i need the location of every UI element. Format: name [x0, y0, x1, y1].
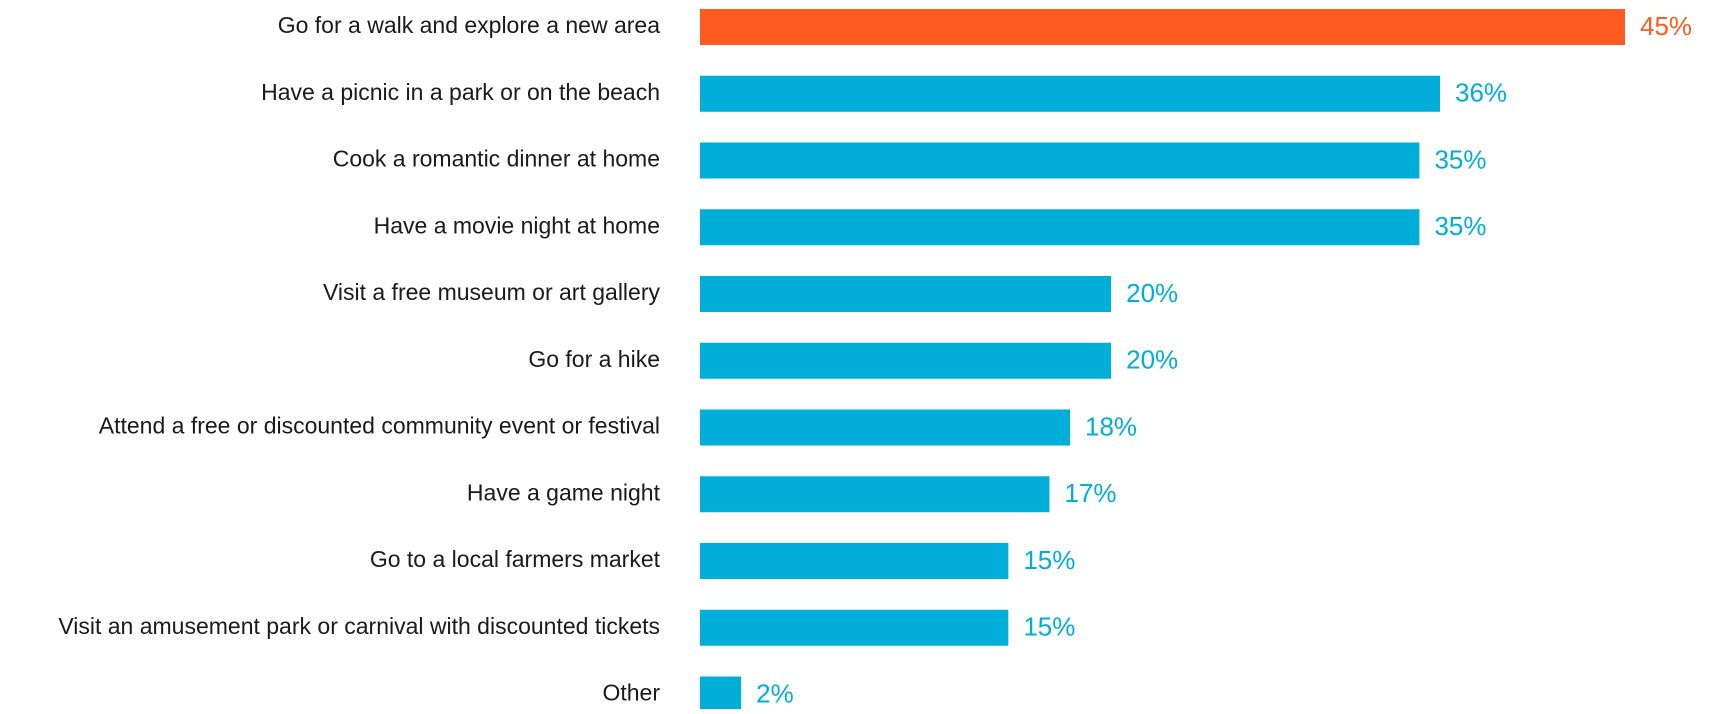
- value-label: 35%: [1434, 211, 1486, 241]
- category-label: Go for a hike: [528, 346, 660, 372]
- value-label: 18%: [1085, 411, 1137, 441]
- category-label: Visit a free museum or art gallery: [323, 279, 661, 305]
- category-label: Go to a local farmers market: [370, 546, 661, 572]
- category-label: Have a movie night at home: [374, 212, 660, 238]
- bar: [700, 609, 1009, 646]
- category-label: Attend a free or discounted community ev…: [99, 413, 660, 439]
- category-label: Other: [602, 680, 660, 706]
- bar: [700, 209, 1420, 246]
- value-label: 20%: [1126, 345, 1178, 375]
- category-label: Cook a romantic dinner at home: [333, 146, 660, 172]
- value-label: 17%: [1064, 478, 1116, 508]
- category-label: Have a picnic in a park or on the beach: [261, 79, 660, 105]
- value-label: 35%: [1434, 144, 1486, 174]
- bar: [700, 409, 1070, 446]
- bar: [700, 9, 1625, 45]
- category-label: Have a game night: [467, 479, 661, 505]
- value-label: 15%: [1023, 612, 1075, 642]
- value-label: 20%: [1126, 278, 1178, 308]
- bar: [700, 676, 742, 713]
- value-label: 36%: [1455, 78, 1507, 108]
- bar: [700, 476, 1050, 513]
- bar: [700, 342, 1112, 379]
- bar: [700, 142, 1420, 179]
- value-label: 45%: [1640, 11, 1692, 41]
- bar: [700, 75, 1440, 112]
- bar: [700, 276, 1112, 312]
- bar: [700, 543, 1009, 579]
- category-label: Visit an amusement park or carnival with…: [58, 613, 660, 639]
- value-label: 15%: [1023, 545, 1075, 575]
- category-label: Go for a walk and explore a new area: [278, 12, 660, 38]
- value-label: 2%: [756, 678, 794, 708]
